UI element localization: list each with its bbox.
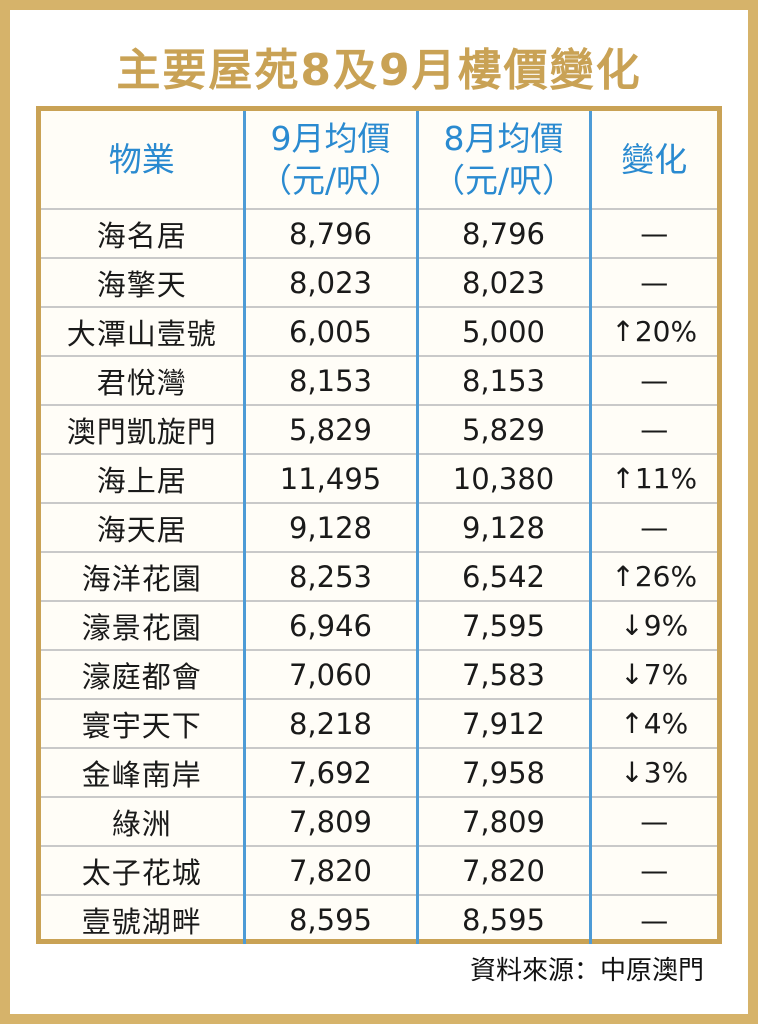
table-row: 海天居 9,128 9,128— [41,503,717,553]
table-row: 大潭山壹號 6,005 5,000 ↑20% [41,307,717,357]
sep-price-cell: 9,128 [244,503,419,553]
table-row: 澳門凱旋門 5,829 5,829— [41,405,717,455]
change-cell: ↓3% [590,748,717,798]
change-cell: — [590,356,717,406]
table-row: 海擎天 8,023 8,023— [41,258,717,308]
aug-price-cell: 8,595 [417,895,592,944]
property-name-cell: 壹號湖畔 [41,895,246,944]
table-row: 君悅灣 8,153 8,153— [41,356,717,406]
change-cell: — [590,503,717,553]
property-name-cell: 濠景花園 [41,601,246,651]
change-cell: ↓9% [590,601,717,651]
table-row: 寰宇天下 8,218 7,912 ↑4% [41,699,717,749]
property-name-cell: 金峰南岸 [41,748,246,798]
aug-price-cell: 8,796 [417,209,592,259]
table-row: 海洋花園 8,253 6,542 ↑26% [41,552,717,602]
aug-price-cell: 6,542 [417,552,592,602]
property-name-cell: 大潭山壹號 [41,307,246,357]
property-name-cell: 海洋花園 [41,552,246,602]
change-cell: — [590,846,717,896]
change-cell: — [590,258,717,308]
sep-price-cell: 7,809 [244,797,419,847]
aug-price-cell: 7,583 [417,650,592,700]
aug-price-cell: 5,829 [417,405,592,455]
change-cell: — [590,405,717,455]
header-aug-price-line1: 8月均價 [443,118,564,158]
aug-price-cell: 5,000 [417,307,592,357]
change-cell: ↑26% [590,552,717,602]
property-name-cell: 澳門凱旋門 [41,405,246,455]
property-name-cell: 海天居 [41,503,246,553]
sep-price-cell: 8,218 [244,699,419,749]
property-name-cell: 太子花城 [41,846,246,896]
sep-price-cell: 6,005 [244,307,419,357]
header-row: 物業 9月均價 （元/呎） 8月均價 （元/呎） 變化 [41,111,717,210]
aug-price-cell: 9,128 [417,503,592,553]
table-row: 海名居 8,796 8,796— [41,209,717,259]
property-name-cell: 寰宇天下 [41,699,246,749]
table-row: 金峰南岸 7,692 7,958 ↓3% [41,748,717,798]
header-sep-price: 9月均價 （元/呎） [244,111,419,210]
change-cell: — [590,797,717,847]
property-name-cell: 綠洲 [41,797,246,847]
sep-price-cell: 8,796 [244,209,419,259]
sep-price-cell: 5,829 [244,405,419,455]
property-name-cell: 海上居 [41,454,246,504]
sep-price-cell: 8,595 [244,895,419,944]
table-row: 濠庭都會 7,060 7,583 ↓7% [41,650,717,700]
table-body: 海名居 8,796 8,796— 海擎天 8,023 8,023— 大潭山壹號 6,005 5,… [41,209,717,944]
property-name-cell: 海名居 [41,209,246,259]
change-cell: — [640,903,669,937]
table-row: 綠洲 7,809 7,809— [41,797,717,847]
sep-price-cell: 6,946 [244,601,419,651]
aug-price-cell: 7,595 [417,601,592,651]
price-table: 物業 9月均價 （元/呎） 8月均價 （元/呎） 變化 海名居 8,796 8,79… [41,111,717,944]
property-name-cell: 濠庭都會 [41,650,246,700]
table-row: 濠景花園 6,946 7,595 ↓9% [41,601,717,651]
change-cell: ↑4% [590,699,717,749]
table-row: 太子花城 7,820 7,820— [41,846,717,896]
aug-price-cell: 7,820 [417,846,592,896]
aug-price-cell: 8,153 [417,356,592,406]
change-cell: ↑11% [590,454,717,504]
header-aug-price-line2: （元/呎） [431,160,576,200]
sep-price-cell: 11,495 [244,454,419,504]
aug-price-cell: 7,958 [417,748,592,798]
sep-price-cell: 7,820 [244,846,419,896]
sep-price-cell: 8,253 [244,552,419,602]
sep-price-cell: 8,023 [244,258,419,308]
header-property-line1: 物業 [108,139,175,179]
change-cell: ↑20% [590,307,717,357]
chart-title: 主要屋苑8及9月樓價變化 [116,45,642,96]
table-row: 海上居 11,495 10,380 ↑11% [41,454,717,504]
sep-price-cell: 7,692 [244,748,419,798]
header-aug-price: 8月均價 （元/呎） [417,111,592,210]
sep-price-cell: 7,060 [244,650,419,700]
aug-price-cell: 7,912 [417,699,592,749]
source-note: 資料來源：中原澳門 [469,956,704,986]
aug-price-cell: 10,380 [417,454,592,504]
property-name-cell: 君悅灣 [41,356,246,406]
header-change: 變化 [590,111,717,210]
header-sep-price-line2: （元/呎） [258,160,403,200]
aug-price-cell: 8,023 [417,258,592,308]
header-property: 物業 [41,111,246,210]
header-sep-price-line1: 9月均價 [270,118,391,158]
property-name-cell: 海擎天 [41,258,246,308]
change-cell: — [590,209,717,259]
header-change-line1: 變化 [621,139,688,179]
price-table-container: 物業 9月均價 （元/呎） 8月均價 （元/呎） 變化 海名居 8,796 8,79… [36,106,722,944]
aug-price-cell: 7,809 [417,797,592,847]
sep-price-cell: 8,153 [244,356,419,406]
change-cell: ↓7% [590,650,717,700]
table-row: 壹號湖畔 8,595 8,595— [41,895,717,944]
